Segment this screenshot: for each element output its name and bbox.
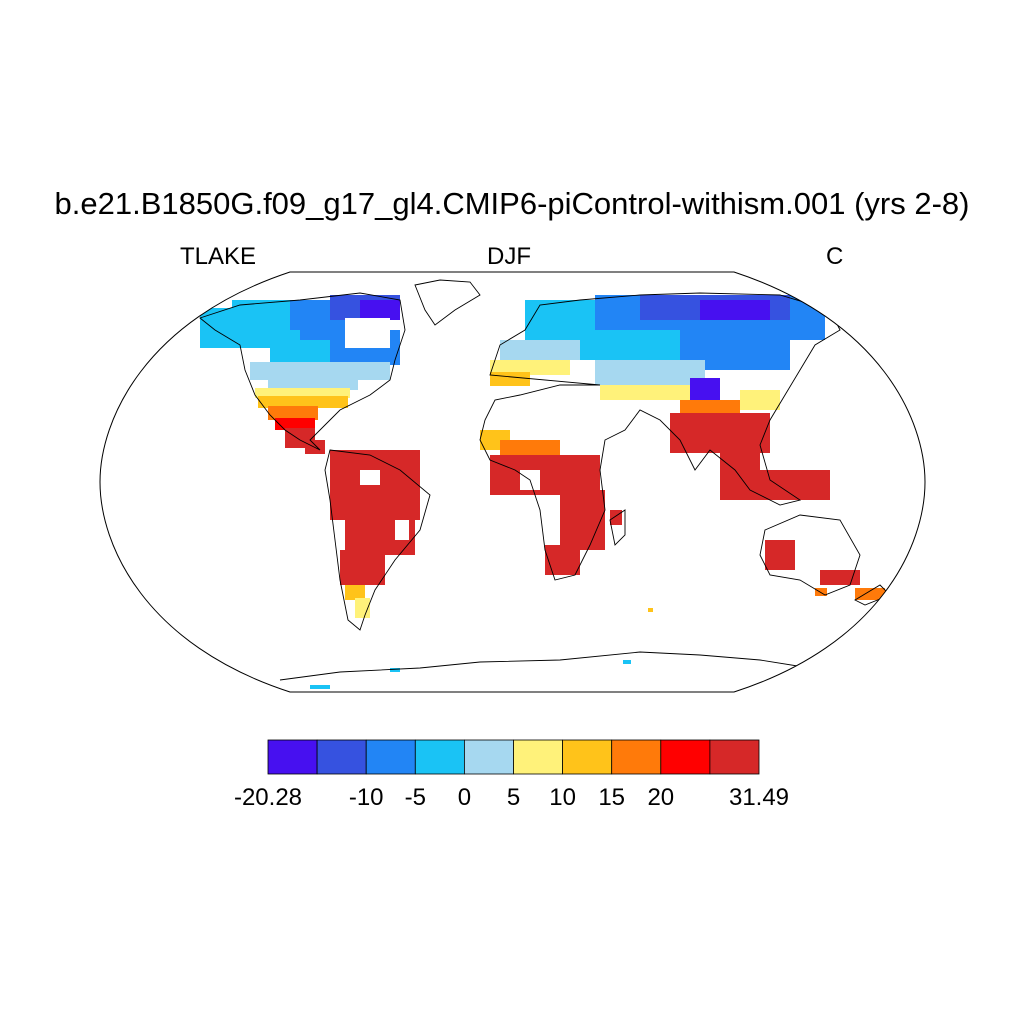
colorbar-box: [316, 739, 367, 775]
colorbar-tick-label: 0: [457, 784, 472, 811]
australia-field: [765, 540, 885, 600]
colorbar-box: [414, 739, 465, 775]
colorbar-tick-label: -20.28: [233, 784, 303, 811]
season-label: DJF: [487, 243, 531, 270]
colorbar-tick-label: 31.49: [728, 784, 790, 811]
europe-field: [490, 300, 595, 386]
variable-label: TLAKE: [180, 243, 257, 270]
colorbar-box: [709, 739, 760, 775]
plot-title: b.e21.B1850G.f09_g17_gl4.CMIP6-piControl…: [54, 186, 970, 221]
colorbar-tick-label: -5: [404, 784, 426, 811]
colorbar-box: [267, 739, 318, 775]
colorbar-tick-label: 15: [598, 784, 626, 811]
map-border: [99, 271, 926, 693]
units-label: C: [826, 243, 844, 270]
colorbar-box: [463, 739, 514, 775]
colorbar: [267, 739, 760, 775]
colorbar-box: [660, 739, 711, 775]
colorbar-box: [365, 739, 416, 775]
north-america-field: [200, 295, 400, 454]
colorbar-box: [513, 739, 563, 775]
temperature-field: [200, 295, 885, 689]
colorbar-box: [562, 739, 613, 775]
asia-field: [580, 295, 830, 500]
colorbar-tick-label: -10: [348, 784, 384, 811]
colorbar-box: [611, 739, 662, 775]
africa-field: [480, 430, 622, 575]
colorbar-tick-label: 20: [647, 784, 675, 811]
colorbar-tick-label: 5: [506, 784, 521, 811]
colorbar-tick-label: 10: [549, 784, 576, 811]
south-america-field: [330, 450, 420, 618]
